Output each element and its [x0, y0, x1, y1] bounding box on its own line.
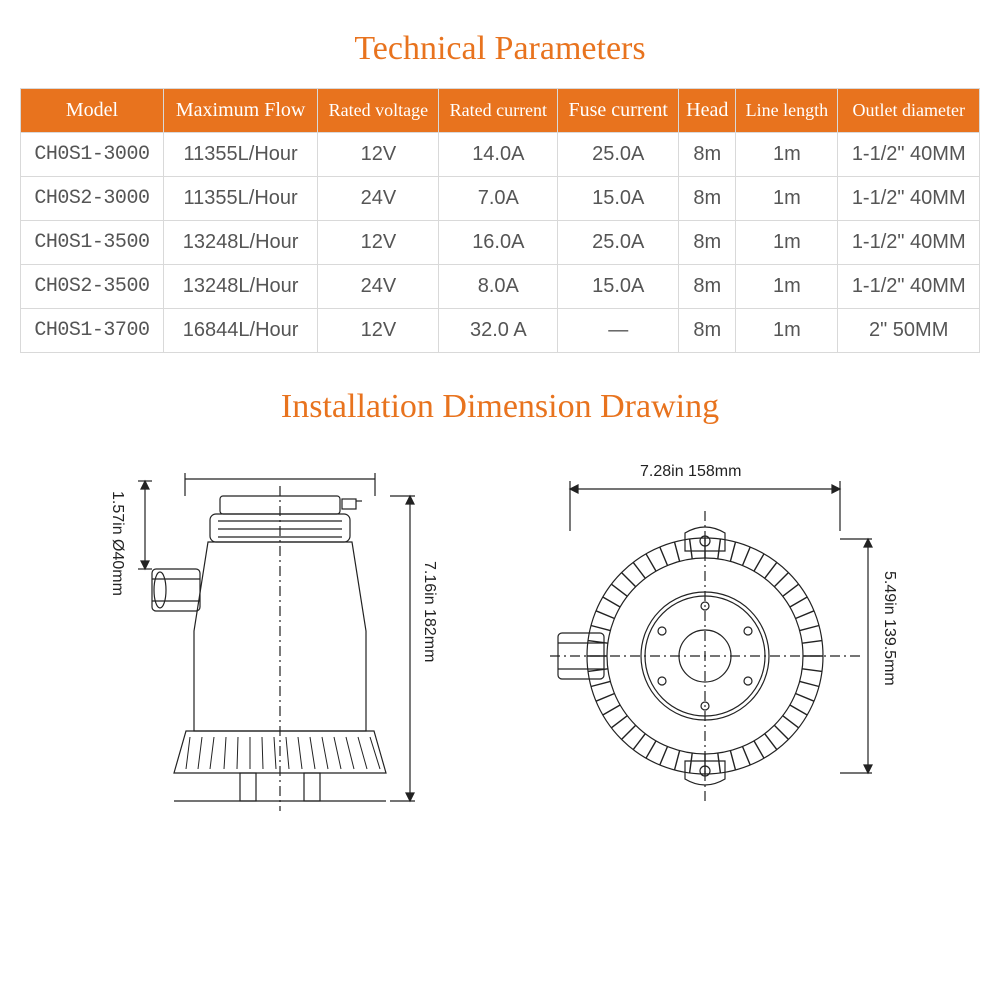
top-view-drawing: 7.28in 158mm 5.49in 139.5mm	[510, 451, 910, 831]
table-row: CH0S2-350013248L/Hour24V8.0A15.0A8m1m1-1…	[21, 265, 980, 309]
table-cell: 11355L/Hour	[163, 133, 318, 177]
table-cell: 1m	[736, 265, 838, 309]
table-cell: 1m	[736, 133, 838, 177]
parameters-table: Model Maximum Flow Rated voltage Rated c…	[20, 88, 980, 353]
table-cell: 1m	[736, 309, 838, 353]
table-cell: 8m	[679, 265, 736, 309]
col-line-length: Line length	[736, 89, 838, 133]
table-cell: 1-1/2" 40MM	[838, 265, 980, 309]
table-cell: 15.0A	[558, 265, 679, 309]
table-cell: 32.0 A	[439, 309, 558, 353]
dim-width-label: 7.28in 158mm	[640, 463, 741, 481]
table-cell: 2" 50MM	[838, 309, 980, 353]
dim-outlet-label: 1.57in Ø40mm	[108, 491, 126, 596]
table-cell: 24V	[318, 177, 439, 221]
title-installation-dimension: Installation Dimension Drawing	[20, 388, 980, 426]
table-cell: 14.0A	[439, 133, 558, 177]
table-cell: 1-1/2" 40MM	[838, 221, 980, 265]
table-row: CH0S1-350013248L/Hour12V16.0A25.0A8m1m1-…	[21, 221, 980, 265]
table-cell: 8m	[679, 221, 736, 265]
side-view-drawing: 1.57in Ø40mm 7.16in 182mm	[90, 451, 450, 831]
table-cell: 16844L/Hour	[163, 309, 318, 353]
table-cell: CH0S2-3500	[21, 265, 164, 309]
col-max-flow: Maximum Flow	[163, 89, 318, 133]
table-cell: 8m	[679, 177, 736, 221]
drawings-container: 1.57in Ø40mm 7.16in 182mm	[20, 451, 980, 831]
table-cell: 8m	[679, 133, 736, 177]
table-cell: 1m	[736, 221, 838, 265]
col-outlet-diameter: Outlet diameter	[838, 89, 980, 133]
table-cell: 13248L/Hour	[163, 265, 318, 309]
table-row: CH0S1-370016844L/Hour12V32.0 A—8m1m2" 50…	[21, 309, 980, 353]
table-cell: 8.0A	[439, 265, 558, 309]
col-rated-voltage: Rated voltage	[318, 89, 439, 133]
col-head: Head	[679, 89, 736, 133]
table-cell: CH0S1-3700	[21, 309, 164, 353]
table-cell: 25.0A	[558, 221, 679, 265]
table-cell: 1m	[736, 177, 838, 221]
col-model: Model	[21, 89, 164, 133]
table-cell: 15.0A	[558, 177, 679, 221]
table-cell: CH0S1-3500	[21, 221, 164, 265]
col-fuse-current: Fuse current	[558, 89, 679, 133]
table-cell: 25.0A	[558, 133, 679, 177]
dim-depth-label: 5.49in 139.5mm	[880, 571, 898, 686]
dim-height-label: 7.16in 182mm	[420, 561, 438, 662]
table-cell: 1-1/2" 40MM	[838, 177, 980, 221]
table-cell: —	[558, 309, 679, 353]
table-row: CH0S1-300011355L/Hour12V14.0A25.0A8m1m1-…	[21, 133, 980, 177]
table-cell: 24V	[318, 265, 439, 309]
table-cell: CH0S1-3000	[21, 133, 164, 177]
table-cell: 1-1/2" 40MM	[838, 133, 980, 177]
table-cell: 16.0A	[439, 221, 558, 265]
table-cell: 11355L/Hour	[163, 177, 318, 221]
table-cell: 7.0A	[439, 177, 558, 221]
title-technical-parameters: Technical Parameters	[20, 30, 980, 68]
table-cell: 12V	[318, 133, 439, 177]
table-cell: 12V	[318, 221, 439, 265]
table-cell: 13248L/Hour	[163, 221, 318, 265]
table-cell: 12V	[318, 309, 439, 353]
table-header-row: Model Maximum Flow Rated voltage Rated c…	[21, 89, 980, 133]
table-cell: 8m	[679, 309, 736, 353]
col-rated-current: Rated current	[439, 89, 558, 133]
table-cell: CH0S2-3000	[21, 177, 164, 221]
table-row: CH0S2-300011355L/Hour24V7.0A15.0A8m1m1-1…	[21, 177, 980, 221]
